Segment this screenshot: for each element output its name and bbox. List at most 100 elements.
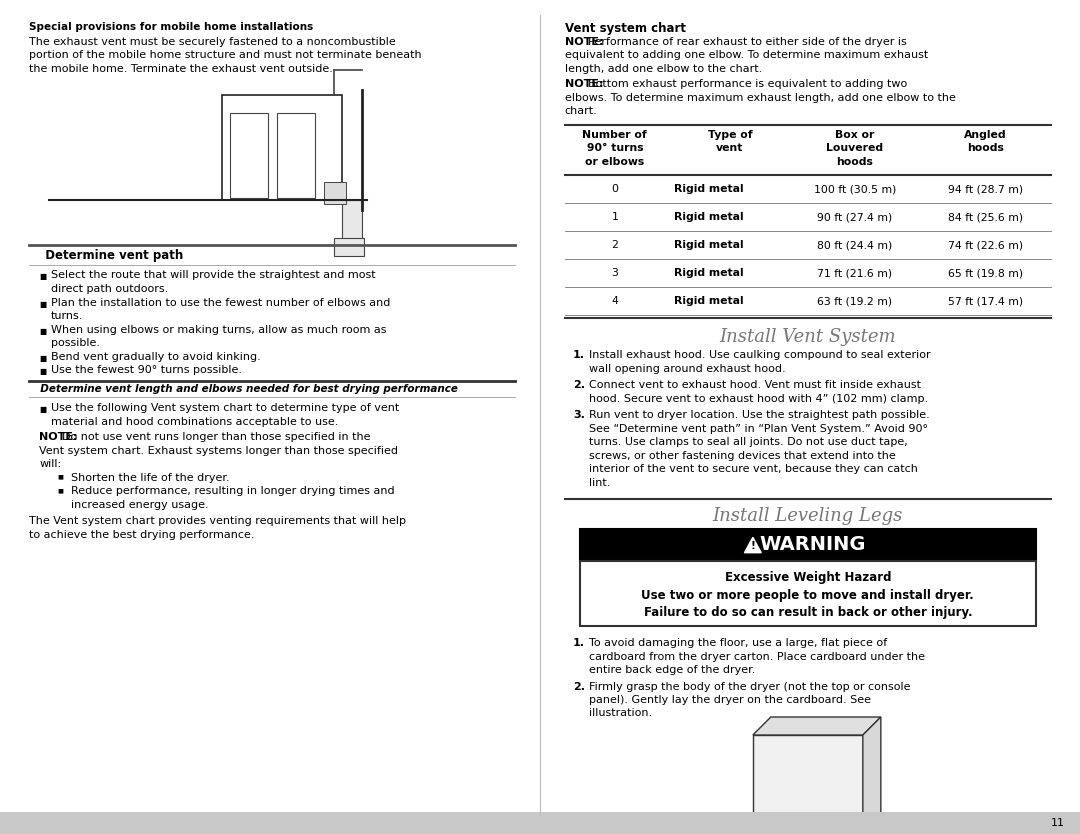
Text: Bottom exhaust performance is equivalent to adding two: Bottom exhaust performance is equivalent… bbox=[588, 79, 907, 89]
Text: Performance of rear exhaust to either side of the dryer is: Performance of rear exhaust to either si… bbox=[588, 37, 906, 47]
Text: lint.: lint. bbox=[589, 478, 610, 488]
Text: Determine vent path: Determine vent path bbox=[37, 249, 184, 262]
Text: ■: ■ bbox=[57, 475, 63, 480]
Text: 2.: 2. bbox=[572, 380, 585, 390]
Text: When using elbows or making turns, allow as much room as: When using elbows or making turns, allow… bbox=[51, 324, 387, 334]
Text: 65 ft (19.8 m): 65 ft (19.8 m) bbox=[948, 268, 1023, 278]
Text: 3: 3 bbox=[611, 268, 618, 278]
Text: Install Vent System: Install Vent System bbox=[719, 328, 896, 346]
Bar bbox=[580, 529, 1036, 561]
Text: Reduce performance, resulting in longer drying times and: Reduce performance, resulting in longer … bbox=[71, 486, 395, 496]
Text: to achieve the best drying performance.: to achieve the best drying performance. bbox=[29, 530, 255, 540]
Text: 2: 2 bbox=[611, 240, 618, 250]
Text: or elbows: or elbows bbox=[585, 157, 645, 167]
Text: 0: 0 bbox=[611, 184, 619, 194]
Text: 80 ft (24.4 m): 80 ft (24.4 m) bbox=[818, 240, 892, 250]
Text: Shorten the life of the dryer.: Shorten the life of the dryer. bbox=[71, 473, 230, 483]
Text: elbows. To determine maximum exhaust length, add one elbow to the: elbows. To determine maximum exhaust len… bbox=[565, 93, 956, 103]
Text: 63 ft (19.2 m): 63 ft (19.2 m) bbox=[818, 296, 892, 306]
Text: portion of the mobile home structure and must not terminate beneath: portion of the mobile home structure and… bbox=[29, 50, 422, 60]
Text: ■: ■ bbox=[39, 405, 46, 414]
Text: hoods: hoods bbox=[967, 143, 1003, 153]
Text: cardboard from the dryer carton. Place cardboard under the: cardboard from the dryer carton. Place c… bbox=[589, 651, 924, 661]
Polygon shape bbox=[744, 537, 761, 553]
Text: chart.: chart. bbox=[565, 106, 597, 116]
Text: Rigid metal: Rigid metal bbox=[674, 240, 743, 250]
Text: Use the fewest 90° turns possible.: Use the fewest 90° turns possible. bbox=[51, 365, 242, 375]
Bar bbox=[222, 95, 342, 200]
Text: Type of: Type of bbox=[707, 129, 752, 139]
Text: Rigid metal: Rigid metal bbox=[674, 268, 743, 278]
Text: Select the route that will provide the straightest and most: Select the route that will provide the s… bbox=[51, 270, 376, 280]
Text: Firmly grasp the body of the dryer (not the top or console: Firmly grasp the body of the dryer (not … bbox=[589, 681, 910, 691]
Text: Determine vent length and elbows needed for best drying performance: Determine vent length and elbows needed … bbox=[33, 384, 458, 394]
Text: WARNING: WARNING bbox=[759, 535, 866, 555]
Text: Louvered: Louvered bbox=[826, 143, 883, 153]
Text: Use the following Vent system chart to determine type of vent: Use the following Vent system chart to d… bbox=[51, 403, 400, 413]
Text: screws, or other fastening devices that extend into the: screws, or other fastening devices that … bbox=[589, 450, 895, 460]
Text: Angled: Angled bbox=[964, 129, 1007, 139]
Text: ■: ■ bbox=[39, 326, 46, 335]
Text: 74 ft (22.6 m): 74 ft (22.6 m) bbox=[948, 240, 1023, 250]
Text: 90° turns: 90° turns bbox=[586, 143, 644, 153]
Text: Bend vent gradually to avoid kinking.: Bend vent gradually to avoid kinking. bbox=[51, 351, 261, 361]
Text: Rigid metal: Rigid metal bbox=[674, 296, 743, 306]
Text: NOTE:: NOTE: bbox=[39, 432, 78, 442]
Text: !: ! bbox=[751, 541, 755, 551]
Text: interior of the vent to secure vent, because they can catch: interior of the vent to secure vent, bec… bbox=[589, 464, 918, 474]
Text: The exhaust vent must be securely fastened to a noncombustible: The exhaust vent must be securely fasten… bbox=[29, 37, 396, 47]
Text: 1.: 1. bbox=[572, 638, 585, 648]
Text: The Vent system chart provides venting requirements that will help: The Vent system chart provides venting r… bbox=[29, 516, 406, 526]
Text: possible.: possible. bbox=[51, 338, 100, 348]
Text: Run vent to dryer location. Use the straightest path possible.: Run vent to dryer location. Use the stra… bbox=[589, 410, 930, 420]
Text: turns. Use clamps to seal all joints. Do not use duct tape,: turns. Use clamps to seal all joints. Do… bbox=[589, 437, 907, 447]
Text: Do not use vent runs longer than those specified in the: Do not use vent runs longer than those s… bbox=[62, 432, 370, 442]
Text: Excessive Weight Hazard: Excessive Weight Hazard bbox=[725, 571, 891, 584]
Text: illustration.: illustration. bbox=[589, 709, 652, 719]
Text: vent: vent bbox=[716, 143, 743, 153]
Text: panel). Gently lay the dryer on the cardboard. See: panel). Gently lay the dryer on the card… bbox=[589, 695, 870, 705]
Bar bbox=[342, 200, 362, 245]
Text: equivalent to adding one elbow. To determine maximum exhaust: equivalent to adding one elbow. To deter… bbox=[565, 50, 928, 60]
Polygon shape bbox=[863, 717, 881, 830]
Text: entire back edge of the dryer.: entire back edge of the dryer. bbox=[589, 665, 755, 675]
Bar bbox=[324, 182, 347, 204]
Text: 11: 11 bbox=[1051, 818, 1065, 828]
Text: 90 ft (27.4 m): 90 ft (27.4 m) bbox=[818, 212, 892, 222]
Text: 57 ft (17.4 m): 57 ft (17.4 m) bbox=[948, 296, 1023, 306]
Text: ■: ■ bbox=[39, 299, 46, 309]
Text: 100 ft (30.5 m): 100 ft (30.5 m) bbox=[813, 184, 896, 194]
Text: 94 ft (28.7 m): 94 ft (28.7 m) bbox=[948, 184, 1023, 194]
Text: Special provisions for mobile home installations: Special provisions for mobile home insta… bbox=[29, 22, 313, 32]
Text: Connect vent to exhaust hood. Vent must fit inside exhaust: Connect vent to exhaust hood. Vent must … bbox=[589, 380, 921, 390]
Text: NOTE:: NOTE: bbox=[565, 37, 604, 47]
Text: will:: will: bbox=[39, 459, 62, 469]
Text: NOTE:: NOTE: bbox=[565, 79, 604, 89]
Text: Failure to do so can result in back or other injury.: Failure to do so can result in back or o… bbox=[644, 606, 972, 619]
Text: 71 ft (21.6 m): 71 ft (21.6 m) bbox=[818, 268, 892, 278]
Text: turns.: turns. bbox=[51, 311, 83, 321]
Text: Plan the installation to use the fewest number of elbows and: Plan the installation to use the fewest … bbox=[51, 298, 391, 308]
Bar bbox=[278, 113, 315, 198]
Bar bbox=[580, 561, 1036, 626]
Text: 1: 1 bbox=[611, 212, 618, 222]
Bar bbox=[0, 812, 1080, 834]
Text: wall opening around exhaust hood.: wall opening around exhaust hood. bbox=[589, 364, 785, 374]
Bar bbox=[230, 113, 268, 198]
Text: Vent system chart. Exhaust systems longer than those specified: Vent system chart. Exhaust systems longe… bbox=[39, 445, 399, 455]
Text: Rigid metal: Rigid metal bbox=[674, 184, 743, 194]
Text: ■: ■ bbox=[39, 354, 46, 363]
Text: ■: ■ bbox=[39, 273, 46, 282]
Text: direct path outdoors.: direct path outdoors. bbox=[51, 284, 168, 294]
Bar bbox=[753, 735, 863, 830]
Text: ■: ■ bbox=[39, 367, 46, 376]
Text: See “Determine vent path” in “Plan Vent System.” Avoid 90°: See “Determine vent path” in “Plan Vent … bbox=[589, 424, 928, 434]
Text: the mobile home. Terminate the exhaust vent outside.: the mobile home. Terminate the exhaust v… bbox=[29, 63, 333, 73]
Text: Box or: Box or bbox=[835, 129, 875, 139]
Text: Install Leveling Legs: Install Leveling Legs bbox=[713, 507, 903, 525]
Bar bbox=[334, 238, 364, 256]
Text: 2.: 2. bbox=[572, 681, 585, 691]
Text: Use two or more people to move and install dryer.: Use two or more people to move and insta… bbox=[642, 589, 974, 601]
Text: hood. Secure vent to exhaust hood with 4” (102 mm) clamp.: hood. Secure vent to exhaust hood with 4… bbox=[589, 394, 928, 404]
Text: 3.: 3. bbox=[572, 410, 584, 420]
